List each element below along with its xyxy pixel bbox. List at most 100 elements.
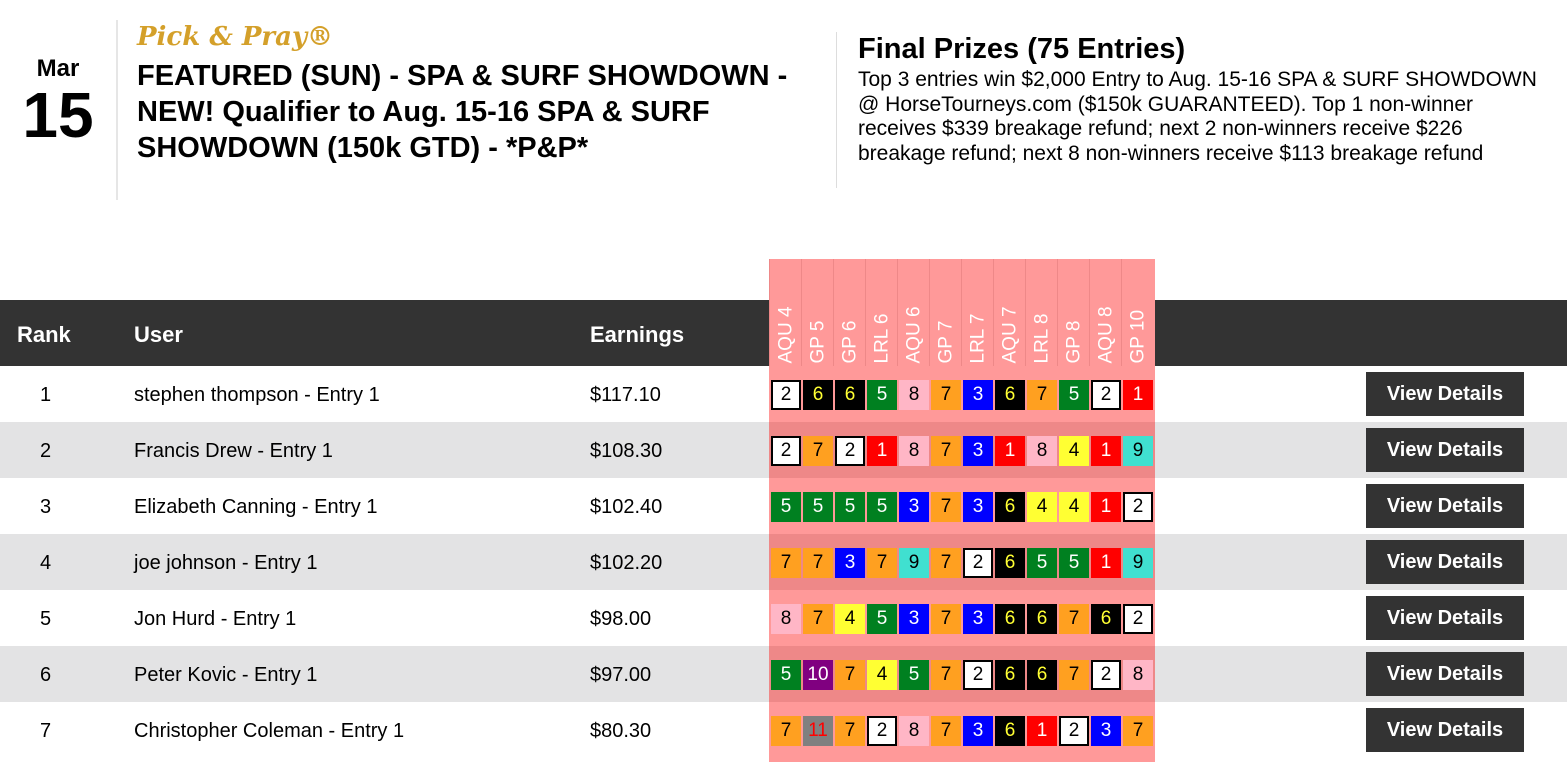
pick-cell: 3 xyxy=(899,492,929,522)
pick-cell: 2 xyxy=(1059,716,1089,746)
rank: 7 xyxy=(40,720,52,742)
pick-cell: 10 xyxy=(803,660,833,690)
picks: 7 11 7 2 8 7 3 6 1 2 3 7 xyxy=(771,716,1153,746)
view-details-button[interactable]: View Details xyxy=(1366,484,1524,528)
pick-cell: 5 xyxy=(835,492,865,522)
pick-cell: 7 xyxy=(931,380,961,410)
pick-cell: 7 xyxy=(803,548,833,578)
pick-cell: 7 xyxy=(931,604,961,634)
view-details-button[interactable]: View Details xyxy=(1366,652,1524,696)
user-name: Francis Drew - Entry 1 xyxy=(134,440,333,462)
pick-cell: 2 xyxy=(835,436,865,466)
earnings: $117.10 xyxy=(590,384,661,406)
pick-cell: 7 xyxy=(1059,604,1089,634)
pick-cell: 7 xyxy=(835,716,865,746)
race-header: AQU 6 xyxy=(897,259,929,366)
pick-cell: 7 xyxy=(1059,660,1089,690)
picks: 5 10 7 4 5 7 2 6 6 7 2 8 xyxy=(771,660,1153,690)
earnings: $102.40 xyxy=(590,496,663,518)
earnings: $98.00 xyxy=(590,608,652,630)
user-name: Jon Hurd - Entry 1 xyxy=(134,608,297,630)
race-label: LRL 6 xyxy=(871,313,893,364)
rank: 5 xyxy=(40,608,52,630)
race-label: GP 5 xyxy=(807,320,829,364)
pick-cell: 3 xyxy=(963,716,993,746)
race-header: AQU 7 xyxy=(993,259,1025,366)
pick-cell: 2 xyxy=(1091,660,1121,690)
race-header: LRL 6 xyxy=(865,259,897,366)
pick-cell: 4 xyxy=(1027,492,1057,522)
pick-cell: 7 xyxy=(1027,380,1057,410)
race-label: GP 10 xyxy=(1127,309,1149,364)
divider xyxy=(116,20,118,200)
race-header: GP 7 xyxy=(929,259,961,366)
view-details-button[interactable]: View Details xyxy=(1366,708,1524,752)
view-details-button[interactable]: View Details xyxy=(1366,540,1524,584)
pick-cell: 3 xyxy=(1091,716,1121,746)
header-user: User xyxy=(134,322,183,347)
pick-cell: 1 xyxy=(1091,548,1121,578)
header-earnings: Earnings xyxy=(590,322,685,347)
table-row: 6 Peter Kovic - Entry 1 $97.00 5 10 7 4 5 7 2 6… xyxy=(0,646,1567,702)
pick-cell: 7 xyxy=(771,716,801,746)
pick-cell: 3 xyxy=(963,604,993,634)
user-name: Peter Kovic - Entry 1 xyxy=(134,664,318,686)
pick-cell: 5 xyxy=(867,492,897,522)
race-headers: AQU 4 GP 5 GP 6 LRL 6 AQU 6 GP 7 LRL 7 AQU 7 LRL… xyxy=(769,259,1153,366)
pick-cell: 2 xyxy=(963,660,993,690)
race-label: LRL 8 xyxy=(1031,313,1053,364)
pick-cell: 4 xyxy=(867,660,897,690)
pick-cell: 7 xyxy=(803,604,833,634)
view-details-button[interactable]: View Details xyxy=(1366,428,1524,472)
pick-cell: 5 xyxy=(1027,548,1057,578)
race-header: LRL 8 xyxy=(1025,259,1057,366)
pick-cell: 5 xyxy=(803,492,833,522)
pick-cell: 8 xyxy=(1027,436,1057,466)
earnings: $97.00 xyxy=(590,664,652,686)
pick-cell: 6 xyxy=(1091,604,1121,634)
pick-cell: 3 xyxy=(899,604,929,634)
race-label: AQU 8 xyxy=(1095,306,1117,364)
pick-cell: 8 xyxy=(771,604,801,634)
pick-cell: 2 xyxy=(1123,604,1153,634)
pick-cell: 1 xyxy=(1091,492,1121,522)
pick-cell: 5 xyxy=(867,604,897,634)
event-title: FEATURED (SUN) - SPA & SURF SHOWDOWN - N… xyxy=(137,60,788,164)
event-date: Mar 15 xyxy=(0,55,116,147)
earnings: $80.30 xyxy=(590,720,652,742)
pick-cell: 6 xyxy=(835,380,865,410)
pick-cell: 6 xyxy=(995,604,1025,634)
race-label: AQU 6 xyxy=(903,306,925,364)
rank: 2 xyxy=(40,440,52,462)
pick-cell: 1 xyxy=(1091,436,1121,466)
user-name: stephen thompson - Entry 1 xyxy=(134,384,380,406)
view-details-button[interactable]: View Details xyxy=(1366,372,1524,416)
pick-cell: 8 xyxy=(899,436,929,466)
race-header: AQU 8 xyxy=(1089,259,1121,366)
pick-cell: 6 xyxy=(995,492,1025,522)
pick-cell: 6 xyxy=(803,380,833,410)
race-column-shade xyxy=(769,646,1155,702)
race-column-shade xyxy=(769,534,1155,590)
pick-cell: 7 xyxy=(931,436,961,466)
event-day: 15 xyxy=(22,79,94,151)
pick-cell: 2 xyxy=(771,380,801,410)
pick-cell: 3 xyxy=(963,436,993,466)
pick-cell: 9 xyxy=(899,548,929,578)
pick-cell: 7 xyxy=(803,436,833,466)
user-name: Christopher Coleman - Entry 1 xyxy=(134,720,405,742)
view-details-button[interactable]: View Details xyxy=(1366,596,1524,640)
race-label: GP 7 xyxy=(935,320,957,364)
pick-cell: 3 xyxy=(835,548,865,578)
pick-cell: 2 xyxy=(1123,492,1153,522)
pick-cell: 9 xyxy=(1123,548,1153,578)
event-month: Mar xyxy=(36,55,80,82)
pick-cell: 5 xyxy=(1059,380,1089,410)
